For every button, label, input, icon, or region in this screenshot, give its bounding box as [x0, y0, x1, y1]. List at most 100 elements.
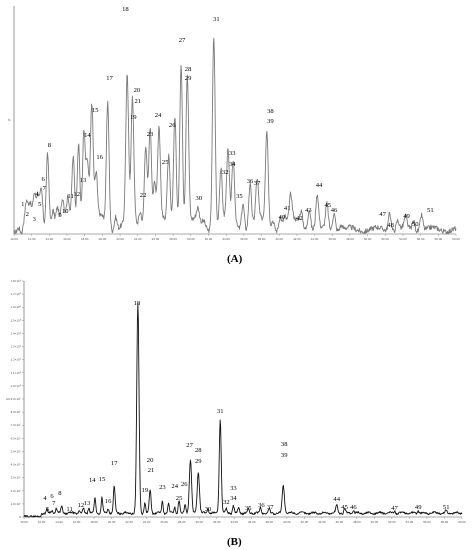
- a-x-tick: 50.00: [364, 234, 372, 241]
- b-peak-label: 8: [58, 490, 62, 497]
- a-x-tick: 58.00: [435, 234, 442, 241]
- b-peak-label: 51: [443, 504, 450, 511]
- svg-text:50.00: 50.00: [371, 520, 379, 524]
- svg-text:10.00: 10.00: [10, 237, 18, 241]
- svg-text:26.00: 26.00: [152, 237, 160, 241]
- a-x-tick: 60.00: [452, 234, 460, 241]
- b-x-tick: 32.00: [213, 517, 221, 524]
- b-y-tick: 1.0×10⁷: [11, 502, 24, 506]
- svg-text:36.00: 36.00: [240, 237, 248, 241]
- b-peak-label: 6: [50, 493, 54, 500]
- a-x-tick: 26.00: [152, 234, 160, 241]
- a-peak-label: 14: [84, 132, 91, 139]
- b-peak-label: 38: [281, 441, 288, 448]
- a-x-tick: 14.00: [46, 234, 53, 241]
- a-x-tick: 20.00: [99, 234, 106, 241]
- b-y-tick: 8.0×10⁷: [11, 410, 24, 414]
- a-peak-label: 31: [213, 16, 220, 23]
- svg-text:56.00: 56.00: [417, 237, 425, 241]
- a-peak-label: 43: [305, 207, 312, 214]
- b-peak-label: 20: [147, 457, 154, 464]
- a-peak-label: 45: [325, 202, 332, 209]
- svg-text:18.00: 18.00: [81, 237, 89, 241]
- b-x-tick: 52.00: [388, 517, 396, 524]
- svg-text:48.00: 48.00: [346, 237, 354, 241]
- svg-text:58.00: 58.00: [441, 520, 449, 524]
- b-y-tick: 1.7×10⁸: [10, 292, 24, 296]
- a-x-tick: 40.00: [275, 234, 283, 241]
- svg-text:46.00: 46.00: [336, 520, 344, 524]
- a-peak-label: 41: [284, 205, 291, 212]
- b-peak-label: 16: [105, 498, 112, 505]
- svg-text:52.00: 52.00: [382, 237, 390, 241]
- svg-text:20.00: 20.00: [108, 520, 116, 524]
- b-peak-label: 18: [134, 300, 141, 307]
- b-y-axis-label: AU: [6, 397, 10, 401]
- b-peak-label: 11: [66, 506, 72, 513]
- b-x-ticks: 10.00 12.00 14.00 16.00 18.00 20.00 22.00 24.00…: [20, 517, 466, 524]
- svg-text:22.00: 22.00: [116, 237, 124, 241]
- a-peak-label: 46: [331, 207, 338, 214]
- b-peak-label: 35: [245, 505, 252, 512]
- svg-text:1.3×10⁸: 1.3×10⁸: [10, 345, 21, 349]
- a-peak-label: 4: [35, 191, 39, 198]
- a-x-tick: 44.00: [311, 234, 319, 241]
- b-x-tick: 12.00: [38, 517, 46, 524]
- b-y-tick: 1.6×10⁸: [10, 305, 24, 309]
- a-x-tick: 48.00: [346, 234, 354, 241]
- svg-text:1.0×10⁸: 1.0×10⁸: [10, 384, 21, 388]
- b-x-tick: 22.00: [125, 517, 133, 524]
- a-peak-label: 26: [169, 122, 176, 129]
- b-peak-label: 26: [181, 481, 188, 488]
- svg-text:22.00: 22.00: [125, 520, 133, 524]
- svg-text:56.00: 56.00: [423, 520, 431, 524]
- a-peak-label: 37: [254, 180, 261, 187]
- b-x-tick: 50.00: [371, 517, 379, 524]
- a-peak-label: 13: [80, 177, 87, 184]
- b-x-tick: 44.00: [318, 517, 326, 524]
- svg-text:7.0×10⁷: 7.0×10⁷: [11, 423, 21, 427]
- a-x-tick: 10.00: [10, 234, 18, 241]
- svg-text:2.0×10⁷: 2.0×10⁷: [11, 489, 21, 493]
- b-peak-label: 31: [217, 408, 224, 415]
- a-peak-label: 35: [236, 193, 243, 200]
- b-y-tick: 1.3×10⁸: [10, 345, 24, 349]
- svg-text:5.0×10⁷: 5.0×10⁷: [11, 449, 21, 453]
- a-x-tick: 54.00: [399, 234, 407, 241]
- svg-text:60.00: 60.00: [458, 520, 466, 524]
- a-peak-label: 28: [185, 66, 192, 73]
- a-x-tick: 56.00: [417, 234, 425, 241]
- b-peak-label: 46: [350, 504, 357, 511]
- a-peak-label: 17: [106, 75, 113, 82]
- a-x-tick: 36.00: [240, 234, 248, 241]
- b-peak-label: 23: [159, 484, 166, 491]
- a-peak-label: 25: [162, 159, 169, 166]
- chromatogram-b: AU 0 1.0×10⁷ 2.0×10⁷ 3.0×10⁷ 4.0×10⁷ 5.0×10⁷ 6…: [6, 279, 466, 524]
- svg-text:1.4×10⁸: 1.4×10⁸: [10, 331, 21, 335]
- svg-text:6.0×10⁷: 6.0×10⁷: [11, 436, 21, 440]
- svg-text:50.00: 50.00: [364, 237, 372, 241]
- a-peak-label: 3: [33, 216, 37, 223]
- b-peak-label: 14: [89, 477, 96, 484]
- b-y-tick: 1.0×10⁸: [10, 384, 24, 388]
- b-x-tick: 24.00: [143, 517, 151, 524]
- svg-text:1.2×10⁸: 1.2×10⁸: [10, 358, 21, 362]
- a-peak-label: 19: [130, 114, 137, 121]
- b-peak-label: 32: [223, 499, 230, 506]
- b-y-tick: 1.2×10⁸: [10, 358, 24, 362]
- svg-text:48.00: 48.00: [353, 520, 361, 524]
- a-peak-label: 33: [229, 150, 236, 157]
- svg-text:0: 0: [19, 515, 21, 519]
- a-peak-label: 32: [222, 169, 229, 176]
- a-peak-label: 39: [267, 118, 274, 125]
- svg-text:40.00: 40.00: [275, 237, 283, 241]
- a-peak-label: 5: [38, 201, 42, 208]
- b-x-tick: 18.00: [90, 517, 98, 524]
- svg-text:3.0×10⁷: 3.0×10⁷: [11, 476, 21, 480]
- svg-text:30.00: 30.00: [187, 237, 195, 241]
- b-y-tick: 1.5×10⁸: [10, 318, 24, 322]
- a-x-tick: 22.00: [116, 234, 124, 241]
- a-x-tick: 42.00: [293, 234, 301, 241]
- svg-text:44.00: 44.00: [311, 237, 319, 241]
